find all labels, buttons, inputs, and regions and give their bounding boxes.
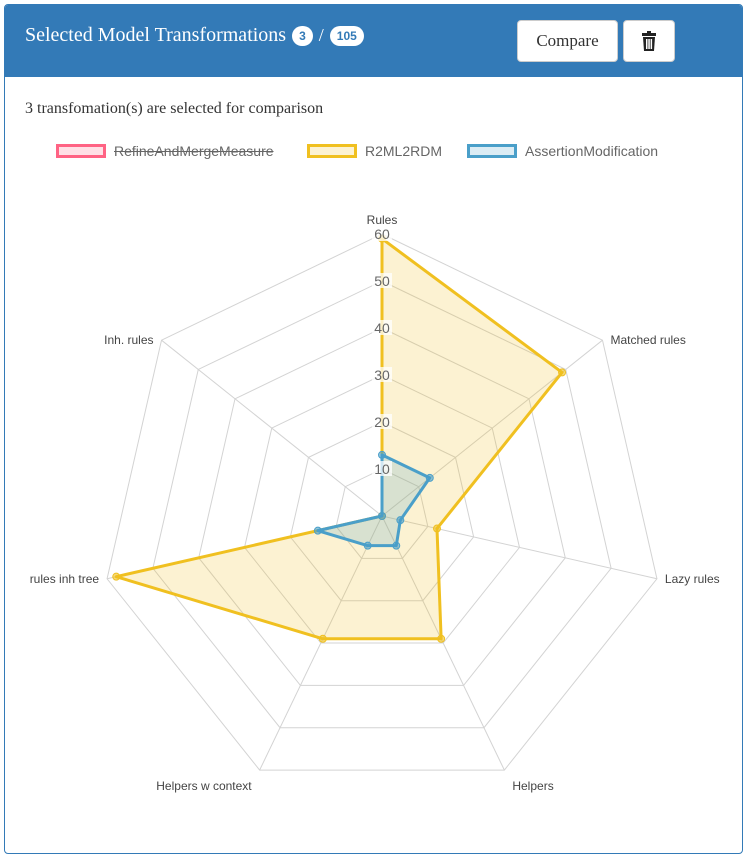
legend-label: RefineAndMergeMeasure xyxy=(114,143,274,159)
legend-label: R2ML2RDM xyxy=(365,143,443,159)
legend-item-r2ml2rdm[interactable]: R2ML2RDM xyxy=(307,143,442,159)
delete-button[interactable] xyxy=(623,20,675,62)
data-point xyxy=(378,512,386,520)
axis-spoke xyxy=(381,515,505,771)
data-point xyxy=(558,368,567,377)
tick-label-bg xyxy=(372,226,392,241)
tick-label-bg xyxy=(372,320,392,335)
grid-ring xyxy=(243,374,521,644)
panel-title: Selected Model Transformations 3 / 105 xyxy=(25,24,364,47)
legend-swatch xyxy=(467,144,517,158)
data-point xyxy=(313,526,322,535)
axis-label: rules inh tree xyxy=(30,572,100,586)
transformations-panel: Selected Model Transformations 3 / 105 C… xyxy=(4,4,743,854)
tick-label-bg xyxy=(372,461,392,476)
axis-label: Inh. rules xyxy=(104,333,153,347)
compare-button[interactable]: Compare xyxy=(517,20,618,62)
data-point xyxy=(432,524,441,533)
axis-label: Matched rules xyxy=(610,333,685,347)
data-point xyxy=(378,450,386,459)
axis-label: Lazy rules xyxy=(665,572,720,586)
data-point xyxy=(318,634,327,643)
tick-label: 30 xyxy=(374,367,390,383)
axis-spoke xyxy=(161,339,383,517)
chart-legend: RefineAndMergeMeasure R2ML2RDM Assertion… xyxy=(5,143,742,167)
panel-header: Selected Model Transformations 3 / 105 C… xyxy=(5,5,742,77)
legend-item-assertion[interactable]: AssertionModification xyxy=(467,143,658,159)
tick-label-bg xyxy=(372,273,392,288)
selection-summary: 3 transfomation(s) are selected for comp… xyxy=(25,100,324,117)
data-point xyxy=(112,572,121,581)
title-text: Selected Model Transformations xyxy=(25,24,287,46)
grid-ring xyxy=(106,233,658,771)
tick-label: 20 xyxy=(374,414,390,430)
axis-label: Rules xyxy=(367,213,398,227)
axis-spoke xyxy=(381,515,658,580)
legend-swatch xyxy=(307,144,357,158)
trash-icon xyxy=(642,31,656,51)
tick-label: 50 xyxy=(374,273,390,289)
tick-label: 60 xyxy=(374,226,390,242)
tick-label-bg xyxy=(372,414,392,429)
count-separator: / xyxy=(318,25,324,45)
axis-label: Helpers w context xyxy=(156,779,252,793)
total-count-badge: 105 xyxy=(329,25,364,46)
grid-ring xyxy=(152,280,612,729)
axis-spoke xyxy=(381,339,603,517)
data-point xyxy=(437,634,446,643)
tick-label-bg xyxy=(372,367,392,382)
legend-swatch xyxy=(56,144,106,158)
data-point xyxy=(392,541,401,550)
tick-label: 40 xyxy=(374,320,390,336)
legend-item-refine[interactable]: RefineAndMergeMeasure xyxy=(56,143,274,159)
axis-label: Helpers xyxy=(512,779,553,793)
legend-label: AssertionModification xyxy=(525,143,659,159)
series-area xyxy=(316,453,432,548)
data-point xyxy=(363,541,372,550)
series-area xyxy=(114,237,564,641)
selected-count-badge: 3 xyxy=(292,25,313,46)
axis-spoke xyxy=(259,515,383,771)
data-point xyxy=(396,516,405,525)
tick-label: 10 xyxy=(374,461,390,477)
grid-ring xyxy=(289,421,475,602)
data-point xyxy=(425,473,434,482)
grid-ring xyxy=(198,327,566,686)
